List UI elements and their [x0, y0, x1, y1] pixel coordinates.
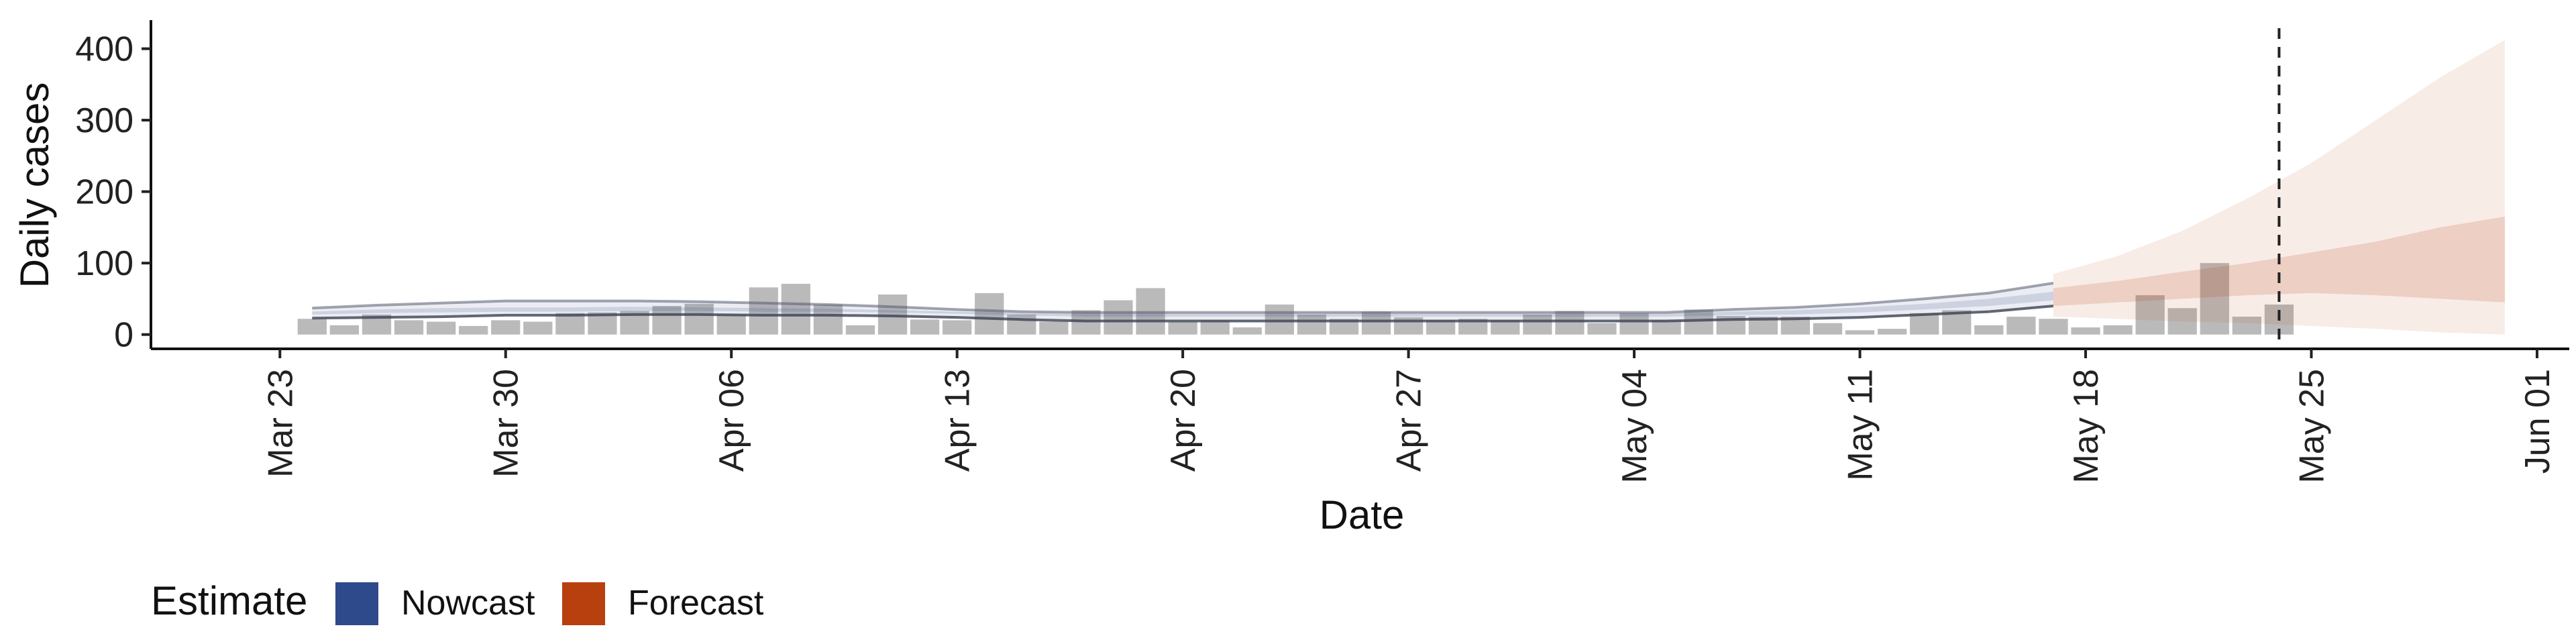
case-bar: [1684, 309, 1713, 335]
x-axis-title: Date: [1320, 492, 1405, 537]
x-tick-label: Jun 01: [2518, 369, 2557, 474]
y-tick-label: 200: [75, 173, 133, 212]
x-tick-label: Apr 20: [1164, 369, 1203, 472]
case-bar: [716, 314, 746, 335]
x-tick-label: May 11: [1841, 369, 1880, 481]
case-bar: [2167, 308, 2197, 335]
nowcast-lower-line: [312, 305, 2054, 323]
case-bar: [1426, 320, 1456, 335]
case-bar: [2039, 319, 2068, 335]
case-bar: [1813, 323, 1843, 335]
legend-label-forecast: Forecast: [628, 584, 764, 623]
legend-label-nowcast: Nowcast: [401, 584, 535, 623]
nowcast-inner-band: [312, 291, 2053, 317]
case-bar: [1587, 323, 1617, 335]
case-bar: [1458, 319, 1488, 335]
x-tick-label: Mar 30: [487, 369, 526, 478]
case-bar: [1619, 313, 1649, 335]
x-tick-label: Apr 27: [1390, 369, 1429, 472]
case-bar: [2006, 317, 2036, 335]
y-tick-label: 0: [114, 316, 133, 355]
case-bar: [426, 321, 456, 335]
case-bar: [394, 320, 424, 335]
case-bar: [1168, 321, 1197, 335]
case-bar: [813, 304, 843, 335]
case-bar: [1523, 314, 1552, 335]
case-bar: [943, 320, 972, 335]
case-bar: [2232, 317, 2261, 335]
case-bar: [781, 284, 810, 335]
case-bar: [1361, 311, 1391, 335]
case-bar: [1652, 320, 1681, 335]
x-tick-label: May 18: [2067, 369, 2106, 484]
case-bar: [1845, 330, 1875, 335]
case-bar: [1200, 320, 1230, 335]
legend-title: Estimate: [151, 578, 307, 623]
y-tick-label: 400: [75, 30, 133, 69]
case-bar: [652, 306, 682, 335]
case-bar: [1265, 304, 1294, 335]
bands-layer: [312, 40, 2505, 335]
case-bar: [749, 287, 778, 335]
nowcast-upper-line: [312, 282, 2054, 314]
case-bar: [2200, 263, 2229, 335]
case-bar: [523, 321, 553, 335]
y-tick-label: 300: [75, 101, 133, 140]
y-axis-ticks: 0 100 200 300 400: [75, 30, 151, 355]
legend-swatch-forecast: [562, 582, 605, 625]
case-bar: [1877, 329, 1907, 335]
x-axis-ticks: Mar 23 Mar 30 Apr 06 Apr 13 Apr 20 Apr 27 May …: [261, 349, 2557, 484]
case-bar: [459, 325, 488, 335]
case-bar: [1910, 313, 1939, 335]
case-bar: [1297, 314, 1327, 335]
nowcast-outer-band: [312, 283, 2053, 321]
x-tick-label: Mar 23: [261, 369, 300, 478]
case-bar: [2135, 295, 2165, 335]
x-tick-label: Apr 13: [938, 369, 977, 472]
x-tick-label: May 25: [2293, 369, 2332, 484]
case-bar: [1555, 311, 1585, 335]
x-tick-label: May 04: [1615, 369, 1654, 484]
case-bar: [2071, 327, 2100, 335]
case-bar: [1232, 327, 1262, 335]
legend-swatch-nowcast: [335, 582, 378, 625]
x-tick-label: Apr 06: [712, 369, 751, 472]
case-bar: [975, 292, 1004, 335]
case-bar: [1071, 310, 1101, 335]
case-bar: [1039, 321, 1069, 335]
case-bar: [1104, 300, 1133, 335]
case-bar: [1329, 319, 1359, 335]
case-bar: [2103, 325, 2133, 335]
case-bar: [1974, 325, 2004, 335]
y-axis-title: Daily cases: [12, 83, 57, 288]
legend: Estimate Nowcast Forecast: [151, 578, 764, 625]
case-bar: [491, 320, 521, 335]
case-bar: [555, 313, 585, 335]
case-bar: [845, 325, 875, 335]
y-tick-label: 100: [75, 244, 133, 283]
case-bar: [684, 303, 714, 335]
case-bar: [329, 325, 360, 335]
case-bar: [910, 319, 940, 335]
case-bar: [1491, 320, 1520, 335]
case-bar: [297, 319, 327, 335]
